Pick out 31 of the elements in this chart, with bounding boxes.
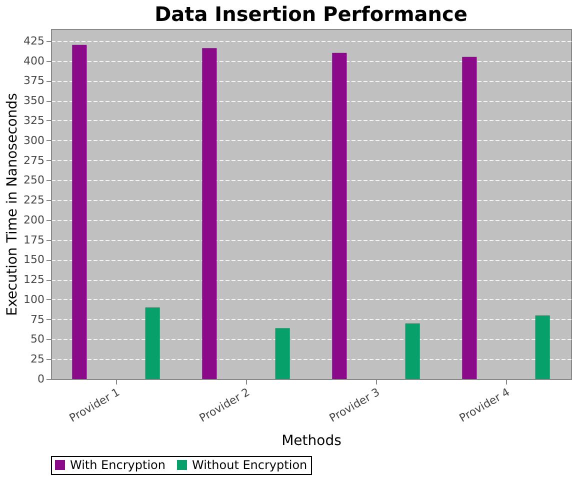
y-tick-label: 425: [24, 34, 44, 48]
y-tick-label: 225: [24, 194, 44, 207]
y-tick-label: 325: [24, 114, 44, 127]
y-tick-label: 350: [24, 94, 44, 108]
y-tick-label: 250: [24, 174, 44, 187]
y-tick-label: 75: [30, 312, 44, 326]
bar: [332, 52, 347, 379]
y-tick-label: 100: [24, 292, 44, 306]
bar: [145, 307, 160, 379]
bar: [405, 323, 420, 379]
y-axis-title: Execution Time in Nanoseconds: [4, 93, 21, 316]
y-tick-label: 150: [24, 253, 44, 266]
bar: [535, 315, 550, 379]
y-tick-label: 275: [24, 154, 44, 167]
y-tick-label: 50: [30, 332, 44, 346]
y-tick-label: 25: [30, 352, 44, 366]
bar: [72, 44, 87, 379]
y-tick-label: 200: [24, 213, 44, 226]
y-tick-label: 0: [38, 372, 44, 386]
x-axis-title: Methods: [282, 432, 342, 449]
y-tick-label: 375: [24, 74, 44, 88]
chart-title: Data Insertion Performance: [154, 2, 468, 26]
y-tick-label: 175: [24, 233, 44, 246]
bar: [202, 48, 217, 379]
y-tick-label: 300: [24, 134, 44, 147]
y-tick-label: 125: [24, 273, 44, 286]
legend-label: With Encryption: [70, 458, 166, 472]
bar: [275, 328, 290, 379]
legend-label: Without Encryption: [192, 458, 308, 472]
y-tick-label: 400: [24, 54, 44, 68]
bar: [462, 56, 477, 379]
